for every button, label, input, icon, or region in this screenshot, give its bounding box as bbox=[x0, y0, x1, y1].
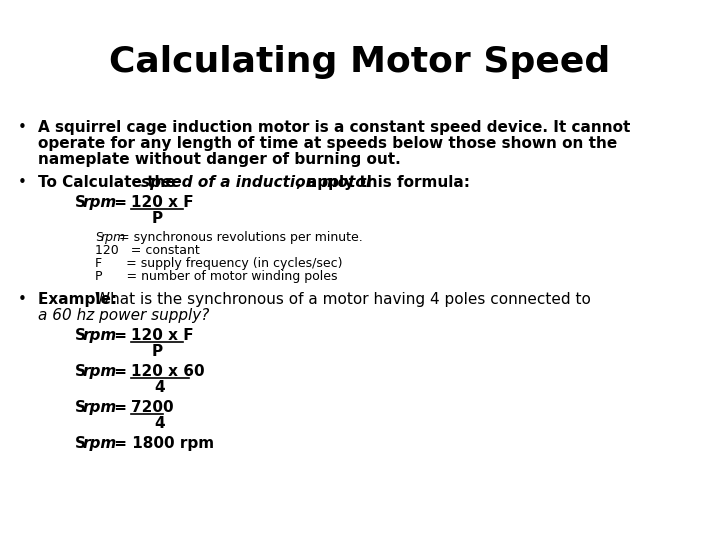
Text: 120 x F: 120 x F bbox=[131, 195, 194, 210]
Text: rpm: rpm bbox=[83, 328, 117, 343]
Text: 120 x F: 120 x F bbox=[131, 328, 194, 343]
Text: a 60 hz power supply?: a 60 hz power supply? bbox=[38, 308, 210, 323]
Text: =: = bbox=[109, 195, 132, 210]
Text: 120 x 60: 120 x 60 bbox=[131, 364, 204, 379]
Text: P: P bbox=[151, 211, 163, 226]
Text: S: S bbox=[75, 195, 86, 210]
Text: rpm: rpm bbox=[83, 400, 117, 415]
Text: S: S bbox=[75, 328, 86, 343]
Text: speed of a induction motor: speed of a induction motor bbox=[141, 175, 374, 190]
Text: S: S bbox=[95, 231, 103, 244]
Text: •: • bbox=[18, 292, 27, 307]
Text: operate for any length of time at speeds below those shown on the: operate for any length of time at speeds… bbox=[38, 136, 617, 151]
Text: rpm: rpm bbox=[83, 436, 117, 451]
Text: S: S bbox=[75, 400, 86, 415]
Text: F      = supply frequency (in cycles/sec): F = supply frequency (in cycles/sec) bbox=[95, 257, 343, 270]
Text: =: = bbox=[109, 400, 132, 415]
Text: P: P bbox=[151, 344, 163, 359]
Text: A squirrel cage induction motor is a constant speed device. It cannot: A squirrel cage induction motor is a con… bbox=[38, 120, 631, 135]
Text: Calculating Motor Speed: Calculating Motor Speed bbox=[109, 45, 611, 79]
Text: = synchronous revolutions per minute.: = synchronous revolutions per minute. bbox=[119, 231, 363, 244]
Text: Example:: Example: bbox=[38, 292, 122, 307]
Text: = 1800 rpm: = 1800 rpm bbox=[109, 436, 214, 451]
Text: What is the synchronous of a motor having 4 poles connected to: What is the synchronous of a motor havin… bbox=[95, 292, 591, 307]
Text: •: • bbox=[18, 120, 27, 135]
Text: S: S bbox=[75, 436, 86, 451]
Text: To Calculate the: To Calculate the bbox=[38, 175, 181, 190]
Text: 120   = constant: 120 = constant bbox=[95, 244, 199, 257]
Text: P      = number of motor winding poles: P = number of motor winding poles bbox=[95, 270, 338, 283]
Text: S: S bbox=[75, 364, 86, 379]
Text: rpm: rpm bbox=[83, 195, 117, 210]
Text: 7200: 7200 bbox=[131, 400, 174, 415]
Text: 4: 4 bbox=[155, 416, 166, 431]
Text: =: = bbox=[109, 364, 132, 379]
Text: 4: 4 bbox=[155, 380, 166, 395]
Text: =: = bbox=[109, 328, 132, 343]
Text: rpm: rpm bbox=[83, 364, 117, 379]
Text: •: • bbox=[18, 175, 27, 190]
Text: nameplate without danger of burning out.: nameplate without danger of burning out. bbox=[38, 152, 401, 167]
Text: rpm: rpm bbox=[101, 231, 126, 244]
Text: , apply this formula:: , apply this formula: bbox=[296, 175, 470, 190]
